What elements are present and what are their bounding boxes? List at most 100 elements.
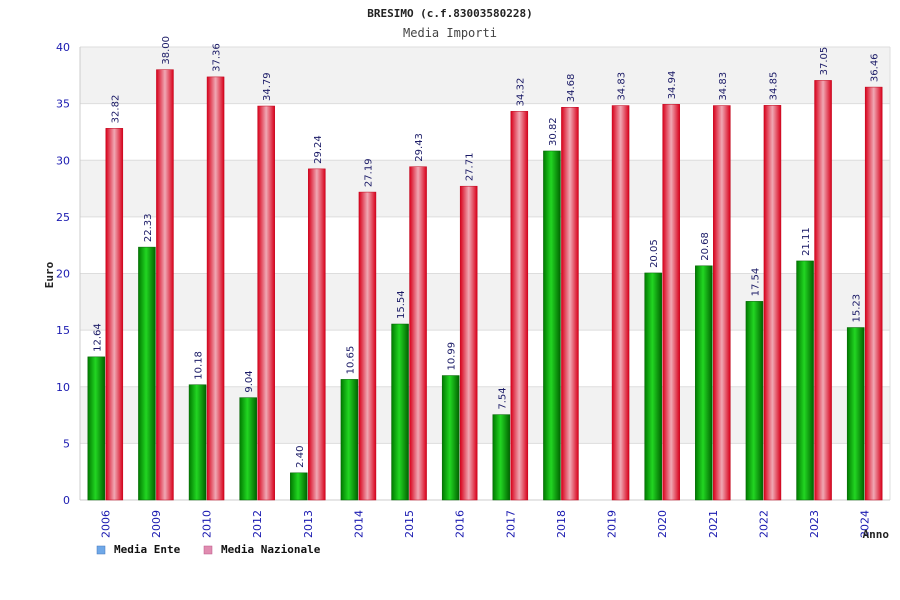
bar-value-label: 27.19 — [363, 158, 374, 187]
bar-media-ente — [796, 260, 814, 501]
y-tick-label: 35 — [56, 98, 70, 111]
bar-media-nazionale — [206, 76, 225, 501]
bar-media-ente — [441, 375, 460, 501]
bar-value-label: 38.00 — [161, 36, 172, 65]
bar-value-label: 10.18 — [194, 351, 205, 380]
x-tick-label: 2023 — [808, 510, 821, 538]
x-tick-label: 2021 — [707, 510, 720, 538]
y-tick-label: 30 — [56, 154, 70, 167]
bar-value-label: 30.82 — [548, 117, 559, 146]
x-tick-label: 2016 — [454, 510, 467, 538]
bar-value-label: 20.68 — [700, 232, 711, 261]
legend-label-media-nazionale: Media Nazionale — [221, 543, 321, 556]
x-tick-label: 2022 — [757, 510, 770, 538]
bar-value-label: 34.85 — [768, 72, 779, 101]
x-axis-ticks: 2006 2009 2010 2012 2013 2014 2015 2016 2017 2018… — [99, 510, 871, 538]
bar-media-ente — [290, 472, 308, 501]
bar-media-nazionale — [662, 104, 680, 501]
bar-value-label: 32.82 — [110, 95, 121, 124]
bar-value-label: 27.71 — [465, 153, 476, 182]
bar-media-ente — [87, 356, 106, 501]
bar-media-nazionale — [308, 168, 326, 501]
bar-media-nazionale — [510, 111, 529, 501]
bar-media-ente — [391, 323, 409, 501]
x-tick-label: 2018 — [555, 510, 568, 538]
chart-subtitle: Media Importi — [403, 26, 497, 40]
bar-value-label: 17.54 — [750, 268, 761, 297]
bar-media-nazionale — [358, 191, 377, 501]
bar-value-label: 22.33 — [143, 213, 154, 242]
x-tick-label: 2014 — [352, 510, 365, 538]
x-tick-label: 2009 — [150, 510, 163, 538]
y-tick-label: 10 — [56, 381, 70, 394]
bar-value-label: 34.83 — [617, 72, 628, 101]
x-tick-label: 2017 — [504, 510, 517, 538]
bar-media-nazionale — [763, 105, 782, 501]
bar-value-label: 34.79 — [262, 72, 273, 101]
bar-media-ente — [695, 265, 713, 501]
bar-value-label: 7.54 — [497, 387, 508, 409]
x-tick-label: 2013 — [302, 510, 315, 538]
bar-value-label: 15.23 — [852, 294, 863, 323]
bar-value-label: 34.94 — [667, 71, 678, 100]
y-tick-label: 0 — [63, 494, 70, 507]
x-axis-label: Anno — [863, 528, 890, 541]
bar-media-ente — [543, 150, 561, 501]
bar-media-nazionale — [611, 105, 630, 501]
x-tick-label: 2010 — [201, 510, 214, 538]
y-tick-label: 5 — [63, 437, 70, 450]
legend: Media Ente Media Nazionale — [96, 543, 321, 556]
bar-value-label: 10.99 — [447, 342, 458, 371]
x-tick-label: 2012 — [251, 510, 264, 538]
bar-value-label: 36.46 — [870, 53, 881, 82]
legend-label-media-ente: Media Ente — [114, 543, 181, 556]
bar-value-label: 29.24 — [313, 135, 324, 164]
y-tick-label: 20 — [56, 268, 70, 281]
bar-value-label: 34.68 — [566, 74, 577, 103]
x-tick-label: 2019 — [606, 510, 619, 538]
bar-value-labels: 12.64 32.82 22.33 38.00 10.18 37.36 9.04 34.79 2… — [92, 36, 880, 468]
bar-media-ente — [745, 301, 764, 501]
bar-value-label: 37.36 — [212, 43, 223, 72]
x-tick-label: 2024 — [859, 510, 872, 538]
x-tick-label: 2006 — [99, 510, 112, 538]
x-tick-label: 2020 — [656, 510, 669, 538]
y-tick-label: 15 — [56, 324, 70, 337]
bar-media-ente — [340, 379, 359, 501]
bar-media-ente — [188, 384, 207, 501]
bar-media-ente — [492, 414, 511, 501]
bar-media-nazionale — [713, 105, 731, 501]
bar-value-label: 15.54 — [396, 290, 407, 319]
bar-media-nazionale — [459, 185, 478, 501]
bars — [87, 69, 883, 501]
x-tick-label: 2015 — [403, 510, 416, 538]
bar-value-label: 29.43 — [414, 133, 425, 162]
bar-value-label: 21.11 — [801, 227, 812, 256]
legend-swatch-media-ente — [96, 545, 106, 555]
y-tick-label: 40 — [56, 41, 70, 54]
bar-value-label: 2.40 — [295, 446, 306, 468]
bar-media-ente — [644, 272, 662, 501]
chart-title: BRESIMO (c.f.83003580228) — [367, 7, 533, 20]
y-tick-label: 25 — [56, 211, 70, 224]
bar-value-label: 9.04 — [244, 370, 255, 392]
bar-value-label: 12.64 — [92, 323, 103, 352]
bar-media-ente — [846, 327, 865, 501]
y-axis-ticks: 0 5 10 15 20 25 30 35 40 — [56, 41, 70, 507]
bar-media-ente — [239, 397, 257, 501]
bar-media-nazionale — [814, 80, 832, 501]
bar-media-nazionale — [156, 69, 174, 501]
y-axis-label: Euro — [43, 261, 56, 288]
bar-media-nazionale — [864, 86, 883, 501]
bar-media-nazionale — [257, 105, 275, 501]
bar-media-ente — [138, 246, 156, 501]
bar-media-nazionale — [105, 128, 124, 501]
bar-value-label: 10.65 — [345, 346, 356, 375]
bar-media-nazionale — [409, 166, 427, 501]
legend-swatch-media-nazionale — [203, 545, 213, 555]
bar-value-label: 37.05 — [819, 47, 830, 76]
bar-value-label: 34.32 — [515, 78, 526, 107]
bar-value-label: 34.83 — [718, 72, 729, 101]
bar-value-label: 20.05 — [649, 239, 660, 268]
